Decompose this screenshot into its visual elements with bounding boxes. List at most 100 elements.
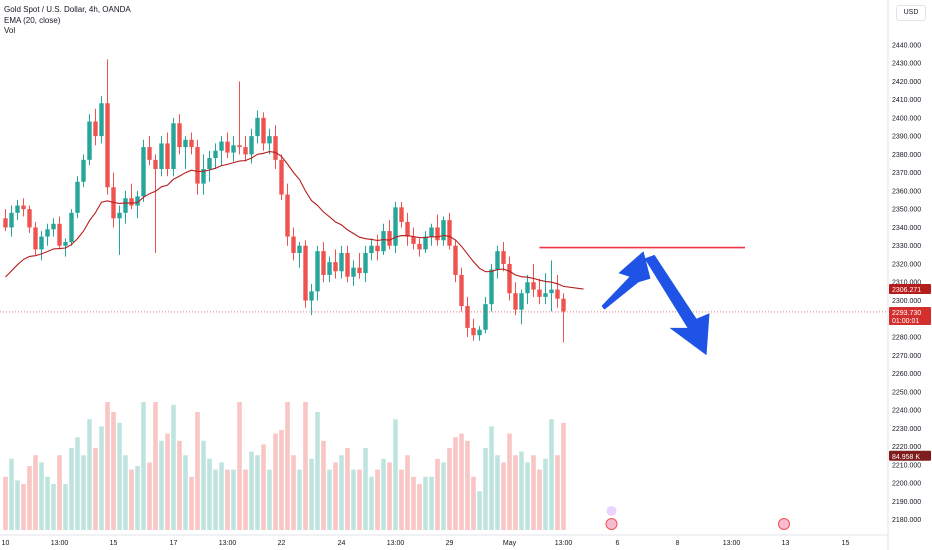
y-tick-label: 2210.000 xyxy=(892,462,921,469)
volume-bar xyxy=(477,491,482,530)
volume-bar xyxy=(111,412,116,530)
volume-bar xyxy=(39,462,44,530)
candle xyxy=(375,245,380,252)
volume-bar xyxy=(21,484,26,530)
candle xyxy=(549,289,554,294)
volume-bar xyxy=(471,476,476,530)
volume-bar xyxy=(183,455,188,530)
volume-bar xyxy=(33,455,38,530)
y-tick-label: 2180.000 xyxy=(892,517,921,524)
candle xyxy=(399,207,404,222)
volume-bar xyxy=(267,469,272,530)
x-tick-label: 13 xyxy=(782,540,790,547)
y-tick-label: 2280.000 xyxy=(892,335,921,342)
candle xyxy=(489,269,494,305)
currency-button[interactable]: USD xyxy=(896,5,926,21)
volume-bar xyxy=(399,469,404,530)
candle xyxy=(483,304,488,330)
candle xyxy=(339,253,344,272)
y-tick-label: 2250.000 xyxy=(892,389,921,396)
x-tick-label: 13:00 xyxy=(51,540,69,547)
candle xyxy=(51,223,56,230)
candle xyxy=(309,291,314,301)
volume-bar xyxy=(3,476,8,530)
candle xyxy=(381,231,386,252)
volume-bar xyxy=(51,484,56,530)
volume-bar xyxy=(333,462,338,530)
volume-bar xyxy=(117,422,122,530)
volume-bar xyxy=(87,419,92,530)
candle xyxy=(369,245,374,254)
candle xyxy=(519,293,524,310)
volume-indicator-label[interactable]: Vol xyxy=(4,26,16,35)
candle xyxy=(183,139,188,148)
y-tick-label: 2260.000 xyxy=(892,371,921,378)
y-tick-label: 2190.000 xyxy=(892,499,921,506)
candle xyxy=(255,117,260,137)
x-tick-label: 13:00 xyxy=(387,540,405,547)
volume-bar xyxy=(363,448,368,530)
candle xyxy=(387,231,392,246)
volume-bar xyxy=(489,426,494,530)
volume-bar xyxy=(291,455,296,530)
candle xyxy=(231,145,236,153)
candle xyxy=(69,212,74,243)
candle xyxy=(417,243,422,250)
volume-bar xyxy=(561,422,566,530)
candle xyxy=(543,293,548,297)
volume-bar xyxy=(15,480,20,530)
candle xyxy=(501,251,506,264)
candle xyxy=(201,168,206,184)
us-flag-event-icon xyxy=(778,518,790,530)
volume-bar xyxy=(537,469,542,530)
candle xyxy=(345,253,350,277)
candle xyxy=(225,141,230,153)
candle xyxy=(261,117,266,144)
ema-indicator-label[interactable]: EMA (20, close) xyxy=(4,15,61,25)
candle xyxy=(423,236,428,250)
projection-arrow-up-icon[interactable] xyxy=(601,251,651,310)
volume-bar xyxy=(255,455,260,530)
x-tick-label: 15 xyxy=(842,540,850,547)
volume-bar xyxy=(387,462,392,530)
candle xyxy=(243,147,248,155)
candle xyxy=(141,147,146,197)
y-tick-label: 2390.000 xyxy=(892,134,921,141)
volume-bar xyxy=(147,462,152,530)
y-tick-label: 2320.000 xyxy=(892,261,921,268)
volume-bar xyxy=(417,484,422,530)
candle xyxy=(453,245,458,275)
volume-bar xyxy=(339,455,344,530)
y-tick-label: 2370.000 xyxy=(892,170,921,177)
volume-bar xyxy=(219,462,224,530)
volume-bar xyxy=(225,469,230,530)
candle xyxy=(249,136,254,155)
candle xyxy=(171,123,176,169)
dividend-marker-icon xyxy=(605,505,618,517)
symbol-title[interactable]: Gold Spot / U.S. Dollar, 4h, OANDA xyxy=(4,5,131,14)
candle xyxy=(33,227,38,250)
y-tick-label: 2230.000 xyxy=(892,426,921,433)
volume-bar xyxy=(9,458,14,530)
volume-bar xyxy=(453,437,458,530)
y-tick-label: 2360.000 xyxy=(892,188,921,195)
volume-bar xyxy=(63,484,68,530)
volume-bar xyxy=(201,440,206,530)
x-tick-label: 10 xyxy=(2,540,10,547)
x-tick-label: 13:00 xyxy=(219,540,237,547)
y-tick-label: 2330.000 xyxy=(892,243,921,250)
volume-bar xyxy=(423,476,428,530)
volume-bar xyxy=(555,455,560,530)
volume-bar xyxy=(303,402,308,530)
candle xyxy=(159,143,164,169)
volume-bar xyxy=(507,433,512,530)
volume-bar xyxy=(171,404,176,530)
volume-bar xyxy=(447,448,452,530)
projection-arrow-down-icon[interactable] xyxy=(644,254,710,356)
y-tick-label: 2270.000 xyxy=(892,353,921,360)
last-price-badge-text: 2293.730 xyxy=(892,310,921,317)
volume-value-badge-text: 84.958 K xyxy=(892,454,920,461)
candle xyxy=(321,251,326,275)
